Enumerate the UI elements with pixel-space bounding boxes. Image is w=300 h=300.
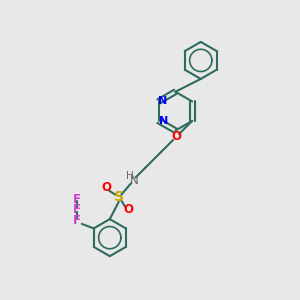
Text: F: F <box>73 203 81 216</box>
Text: N: N <box>159 116 169 127</box>
Text: N: N <box>158 96 168 106</box>
Text: F: F <box>73 214 81 227</box>
Text: S: S <box>114 190 124 204</box>
Text: N: N <box>130 173 139 187</box>
Text: O: O <box>172 130 182 143</box>
Text: O: O <box>123 203 133 216</box>
Text: H: H <box>126 170 134 181</box>
Text: F: F <box>73 193 81 206</box>
Text: O: O <box>101 181 111 194</box>
